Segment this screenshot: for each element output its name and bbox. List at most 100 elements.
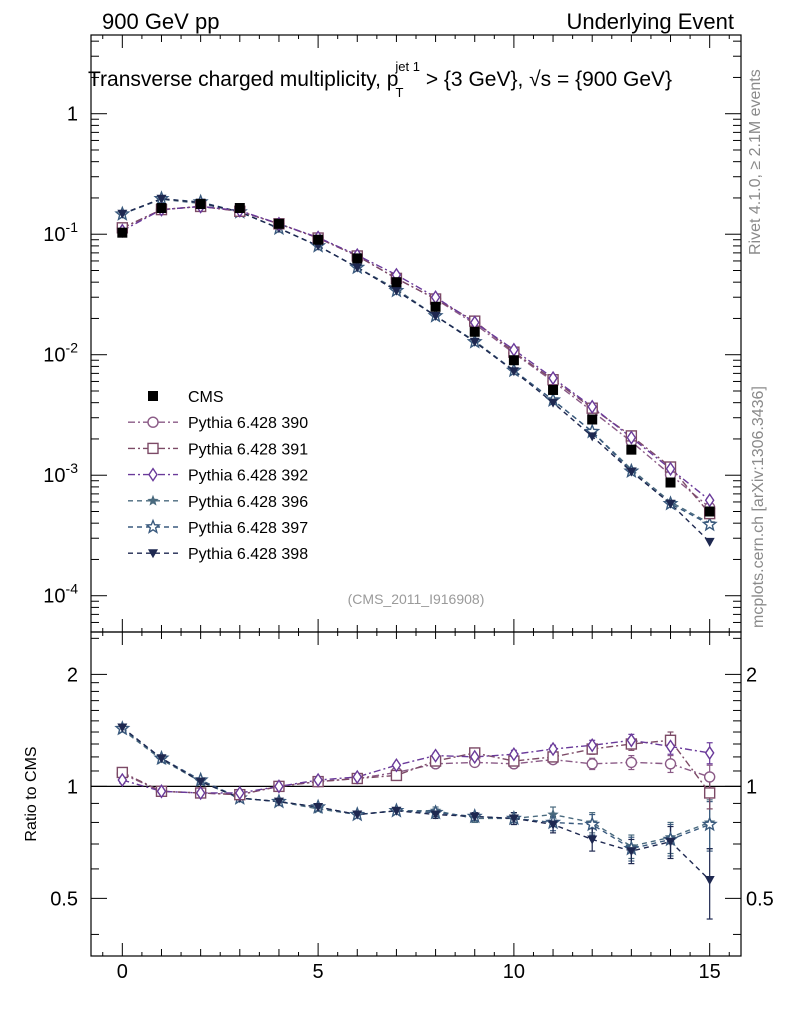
title-sub: T (395, 85, 403, 100)
legend-marker-p398 (148, 549, 158, 559)
legend-label-p390: Pythia 6.428 390 (188, 415, 308, 432)
main-frame (90, 34, 742, 633)
ratio-point-p392 (665, 739, 676, 754)
x-tick-label: 5 (313, 961, 324, 983)
legend-marker-p390 (147, 416, 159, 428)
ratio-point-p392 (195, 785, 206, 801)
point-p392 (626, 430, 637, 445)
point-CMS (156, 203, 167, 214)
y-tick-base: 10 (43, 345, 65, 367)
ratio-point-p398 (195, 777, 206, 787)
series-line-p391 (122, 205, 711, 515)
ratio-point-p398 (587, 835, 598, 845)
point-p398 (665, 499, 676, 509)
ratio-frame (90, 631, 742, 957)
point-CMS (234, 203, 245, 214)
ratio-y-tick-label: 0.5 (50, 888, 78, 910)
point-p398 (430, 311, 441, 321)
ratio-line-p397 (121, 728, 710, 850)
ratio-point-p392 (626, 733, 637, 748)
error-bars-group (119, 724, 713, 920)
ratio-point-p392 (430, 748, 441, 763)
ratio-y-tick-label-right: 2 (746, 664, 757, 686)
point-CMS (117, 227, 128, 238)
ratio-point-p390 (625, 756, 638, 769)
y-tick-label: 10-2 (43, 340, 78, 367)
point-p392 (587, 399, 598, 415)
series-lines-group (121, 198, 711, 881)
point-p398 (508, 367, 519, 377)
side-label-bottom: mcplots.cern.ch [arXiv:1306.3436] (750, 386, 767, 628)
ratio-point-p392 (352, 769, 363, 785)
legend-marker-p392 (148, 467, 158, 482)
point-CMS (273, 218, 284, 229)
ratio-point-p398 (548, 820, 559, 830)
point-p398 (587, 432, 598, 442)
point-p398 (626, 467, 637, 477)
x-tick-label: 15 (699, 961, 721, 983)
legend-label-CMS: CMS (188, 389, 224, 406)
ratio-point-p397 (701, 816, 718, 832)
legend-label-p396: Pythia 6.428 396 (188, 494, 308, 511)
chart-title: Transverse charged multiplicity, p Tjet 1… (88, 59, 672, 100)
x-tick-label: 0 (117, 961, 128, 983)
ratio-point-p398 (117, 723, 128, 733)
y-tick-exp: -2 (66, 340, 79, 356)
y-tick-label: 10-4 (43, 581, 78, 608)
y-tick-label: 10-3 (43, 460, 78, 487)
ratio-point-p391 (703, 787, 716, 799)
point-CMS (391, 277, 402, 288)
ratio-point-p398 (626, 847, 637, 857)
legend-label-p392: Pythia 6.428 392 (188, 468, 308, 485)
ratio-point-p392 (469, 749, 480, 765)
ratio-point-p392 (117, 772, 128, 788)
ratio-point-p398 (508, 814, 519, 824)
legend-marker-p391 (147, 442, 159, 455)
ratio-line-p391 (122, 739, 711, 796)
ratio-point-p398 (352, 810, 363, 820)
ratio-point-p398 (704, 876, 715, 886)
point-CMS (587, 414, 598, 425)
ratio-y-tick-label-right: 1 (746, 776, 757, 798)
header-right: Underlying Event (566, 9, 734, 34)
point-CMS (195, 199, 206, 210)
y-tick-base: 10 (43, 586, 65, 608)
point-CMS (626, 444, 637, 455)
ratio-line-p392 (122, 739, 710, 794)
y-tick-exp: -4 (66, 581, 79, 597)
point-CMS (352, 253, 363, 264)
series-line-p392 (121, 205, 711, 501)
header-left: 900 GeV pp (102, 9, 219, 34)
legend-label-p391: Pythia 6.428 391 (188, 441, 308, 458)
ratio-point-p397 (584, 816, 601, 832)
point-CMS (430, 301, 441, 312)
point-p392 (548, 370, 558, 386)
point-p392 (665, 461, 676, 477)
ratio-point-p390 (703, 771, 716, 783)
point-p392 (704, 492, 715, 508)
analysis-tag: (CMS_2011_I916908) (348, 591, 485, 607)
ratio-point-p390 (586, 758, 598, 770)
ratio-y-tick-label-right: 0.5 (746, 888, 774, 910)
ratio-y-tick-label: 2 (67, 664, 78, 686)
y-tick-label: 10-1 (43, 219, 78, 246)
point-p398 (391, 286, 402, 296)
ratio-line-p398 (121, 726, 711, 881)
title-main: Transverse charged multiplicity, p (88, 68, 398, 91)
title-sup: jet 1 (394, 59, 420, 74)
ratio-point-p398 (469, 812, 480, 822)
ratio-point-p392 (313, 772, 323, 788)
ratio-y-tick-label: 1 (67, 776, 78, 798)
legend-label-p397: Pythia 6.428 397 (188, 520, 308, 537)
point-CMS (508, 355, 519, 366)
legend-marker-p396 (147, 494, 159, 506)
ratio-point-p398 (665, 837, 676, 847)
point-CMS (665, 477, 676, 488)
y-tick-base: 10 (43, 465, 65, 487)
point-p397 (701, 516, 718, 532)
ratio-point-p392 (234, 785, 245, 801)
point-p398 (117, 209, 128, 219)
point-CMS (313, 234, 324, 245)
